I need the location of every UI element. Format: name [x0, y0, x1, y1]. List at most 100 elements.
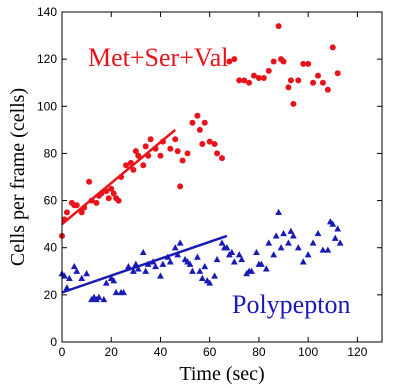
data-point-polypepton — [230, 258, 238, 265]
data-point-polypepton — [270, 251, 278, 258]
data-point-polypepton — [331, 234, 339, 241]
data-point-polypepton — [144, 260, 152, 267]
data-point-met-ser-val — [105, 195, 112, 202]
data-point-met-ser-val — [73, 202, 80, 209]
data-point-met-ser-val — [184, 150, 191, 157]
data-point-polypepton — [289, 232, 297, 239]
data-point-polypepton — [238, 255, 246, 263]
y-tick-label: 120 — [37, 52, 57, 66]
data-point-polypepton — [120, 288, 127, 296]
data-point-polypepton — [63, 284, 71, 291]
data-point-met-ser-val — [194, 112, 201, 119]
data-point-polypepton — [272, 232, 280, 239]
data-point-polypepton — [157, 272, 164, 279]
data-point-polypepton — [174, 251, 182, 258]
y-tick-label: 80 — [44, 146, 58, 160]
data-point-met-ser-val — [81, 204, 88, 211]
data-point-met-ser-val — [260, 75, 267, 81]
data-point-met-ser-val — [130, 166, 137, 173]
data-point-met-ser-val — [231, 56, 238, 63]
data-point-met-ser-val — [290, 100, 297, 107]
data-point-polypepton — [110, 277, 118, 284]
data-point-met-ser-val — [127, 159, 134, 166]
data-point-met-ser-val — [265, 67, 272, 74]
x-tick-label: 120 — [347, 345, 367, 359]
data-point-met-ser-val — [241, 77, 248, 84]
data-point-polypepton — [142, 267, 150, 274]
data-point-polypepton — [265, 239, 273, 246]
data-point-polypepton — [309, 239, 317, 246]
data-point-met-ser-val — [329, 44, 336, 51]
data-point-met-ser-val — [103, 188, 110, 195]
y-tick-label: 40 — [44, 241, 58, 255]
data-point-met-ser-val — [280, 58, 287, 65]
data-point-met-ser-val — [206, 138, 213, 145]
data-point-polypepton — [262, 265, 270, 272]
data-point-polypepton — [294, 244, 302, 251]
data-point-met-ser-val — [172, 136, 179, 143]
data-point-met-ser-val — [255, 75, 262, 81]
data-point-polypepton — [134, 265, 142, 272]
y-tick-label: 0 — [50, 335, 57, 349]
data-point-polypepton — [159, 260, 167, 267]
data-point-polypepton — [248, 267, 255, 274]
data-point-met-ser-val — [300, 60, 307, 67]
x-axis-label: Time (sec) — [179, 363, 264, 385]
data-point-met-ser-val — [140, 162, 147, 169]
data-point-met-ser-val — [61, 216, 68, 223]
data-point-polypepton — [149, 258, 157, 265]
data-point-polypepton — [95, 293, 103, 300]
data-point-polypepton — [304, 251, 312, 258]
data-point-polypepton — [186, 260, 194, 267]
data-point-met-ser-val — [93, 199, 100, 206]
data-point-met-ser-val — [211, 141, 218, 147]
data-point-met-ser-val — [152, 145, 159, 152]
data-point-polypepton — [193, 253, 201, 260]
data-point-met-ser-val — [118, 174, 125, 180]
data-point-polypepton — [223, 244, 231, 251]
data-point-polypepton — [176, 239, 184, 246]
data-point-polypepton — [257, 260, 265, 267]
series-label-met-ser-val: Met+Ser+Val — [88, 43, 229, 72]
data-point-polypepton — [336, 239, 344, 246]
data-point-met-ser-val — [78, 209, 85, 216]
data-point-met-ser-val — [145, 152, 152, 159]
x-tick-label: 20 — [105, 345, 119, 359]
data-point-met-ser-val — [98, 190, 105, 197]
data-point-polypepton — [213, 255, 221, 263]
data-point-polypepton — [129, 267, 137, 274]
data-point-met-ser-val — [214, 150, 221, 157]
data-point-polypepton — [125, 262, 132, 270]
data-point-polypepton — [196, 267, 204, 274]
y-tick-label: 100 — [37, 99, 57, 113]
data-point-met-ser-val — [199, 141, 206, 147]
data-point-polypepton — [334, 225, 342, 232]
data-point-met-ser-val — [305, 60, 312, 67]
data-point-met-ser-val — [270, 58, 277, 65]
data-point-met-ser-val — [315, 72, 321, 79]
data-point-met-ser-val — [142, 143, 149, 150]
data-point-polypepton — [152, 262, 159, 270]
data-point-met-ser-val — [246, 79, 253, 86]
data-point-met-ser-val — [285, 84, 292, 91]
data-point-polypepton — [329, 220, 337, 227]
data-point-met-ser-val — [324, 86, 331, 93]
data-point-polypepton — [78, 274, 86, 281]
data-point-polypepton — [65, 274, 73, 281]
data-point-met-ser-val — [157, 152, 164, 159]
data-point-polypepton — [139, 248, 147, 256]
data-point-polypepton — [201, 262, 209, 270]
data-point-met-ser-val — [189, 119, 196, 126]
data-point-polypepton — [211, 272, 219, 279]
data-point-met-ser-val — [226, 58, 233, 65]
x-tick-label: 0 — [59, 345, 66, 359]
data-point-met-ser-val — [123, 162, 129, 169]
data-point-polypepton — [73, 267, 81, 274]
data-point-polypepton — [132, 260, 140, 267]
data-point-met-ser-val — [319, 79, 326, 86]
data-point-met-ser-val — [132, 148, 139, 155]
data-point-polypepton — [100, 295, 108, 303]
data-point-polypepton — [275, 208, 283, 215]
data-point-polypepton — [171, 244, 179, 251]
data-point-met-ser-val — [251, 72, 257, 79]
